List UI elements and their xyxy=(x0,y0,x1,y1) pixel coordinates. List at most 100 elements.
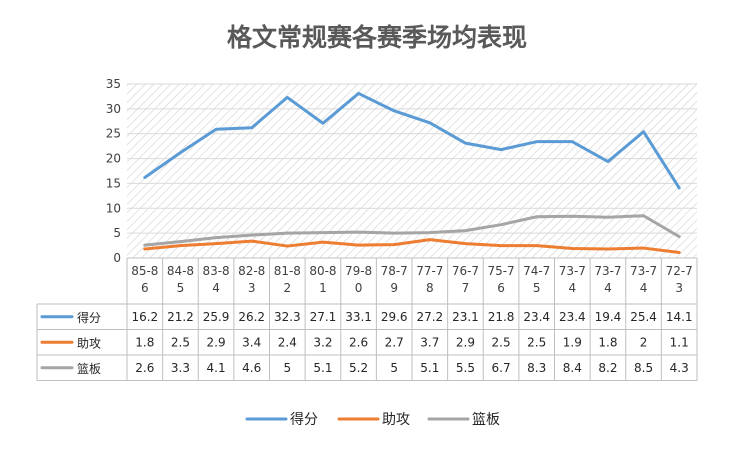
table-cell-value: 5.1 xyxy=(420,361,439,375)
table-cell-value: 27.2 xyxy=(416,310,443,324)
table-cell-value: 2.6 xyxy=(349,335,368,349)
table-cell-value: 2.5 xyxy=(527,335,546,349)
x-tick-label: 3 xyxy=(675,281,683,295)
table-cell-value: 29.6 xyxy=(381,310,408,324)
table-cell-value: 8.2 xyxy=(598,361,617,375)
series-line xyxy=(143,91,681,190)
x-tick-label: 5 xyxy=(177,281,185,295)
table-cell-value: 33.1 xyxy=(345,310,372,324)
x-tick-label: 83-8 xyxy=(202,264,229,278)
x-tick-label: 80-8 xyxy=(309,264,336,278)
x-tick-label: 3 xyxy=(248,281,256,295)
x-tick-label: 78-7 xyxy=(381,264,408,278)
x-tick-label: 9 xyxy=(390,281,398,295)
table-cell-value: 21.8 xyxy=(488,310,515,324)
x-tick-label: 73-7 xyxy=(630,264,657,278)
table-cell-value: 5 xyxy=(390,361,398,375)
table-cell-value: 2 xyxy=(640,335,648,349)
table-cell-value: 1.9 xyxy=(563,335,582,349)
plot-area xyxy=(127,84,697,258)
x-tick-label: 73-7 xyxy=(594,264,621,278)
table-series-label: 助攻 xyxy=(77,336,101,350)
x-tick-label: 84-8 xyxy=(167,264,194,278)
table-cell-value: 5.1 xyxy=(313,361,332,375)
y-tick-label: 25 xyxy=(106,127,121,141)
table-cell-value: 1.8 xyxy=(598,335,617,349)
table-cell-value: 1.1 xyxy=(670,335,689,349)
x-tick-label: 7 xyxy=(462,281,470,295)
table-cell-value: 2.4 xyxy=(278,335,297,349)
table-cell-value: 25.4 xyxy=(630,310,657,324)
table-cell-value: 3.7 xyxy=(420,335,439,349)
x-tick-label: 4 xyxy=(568,281,576,295)
table-cell-value: 2.7 xyxy=(385,335,404,349)
y-tick-label: 10 xyxy=(106,201,121,215)
legend-label: 助攻 xyxy=(382,412,410,428)
x-tick-label: 1 xyxy=(319,281,327,295)
table-cell-value: 8.4 xyxy=(563,361,582,375)
table-cell-value: 5.2 xyxy=(349,361,368,375)
x-tick-label: 79-8 xyxy=(345,264,372,278)
x-tick-label: 4 xyxy=(212,281,220,295)
x-tick-label: 0 xyxy=(355,281,363,295)
x-tick-label: 5 xyxy=(533,281,541,295)
table-cell-value: 6.7 xyxy=(492,361,511,375)
table-cell-value: 23.1 xyxy=(452,310,479,324)
table-cell-value: 16.2 xyxy=(131,310,158,324)
table-cell-value: 23.4 xyxy=(523,310,550,324)
table-cell-value: 5.5 xyxy=(456,361,475,375)
y-tick-label: 35 xyxy=(106,77,121,91)
table-cell-value: 2.6 xyxy=(135,361,154,375)
table-cell-value: 19.4 xyxy=(595,310,622,324)
table-cell-value: 14.1 xyxy=(666,310,693,324)
y-tick-label: 20 xyxy=(106,152,121,166)
table-cell-value: 26.2 xyxy=(238,310,265,324)
table-cell-value: 23.4 xyxy=(559,310,586,324)
x-tick-label: 75-7 xyxy=(487,264,514,278)
x-tick-label: 6 xyxy=(497,281,505,295)
table-cell-value: 2.9 xyxy=(456,335,475,349)
x-tick-label: 82-8 xyxy=(238,264,265,278)
table-cell-value: 3.2 xyxy=(313,335,332,349)
chart-title: 格文常规赛各赛季场均表现 xyxy=(227,23,527,52)
legend-label: 得分 xyxy=(290,411,318,428)
table-cell-value: 2.5 xyxy=(171,335,190,349)
table-cell-value: 3.3 xyxy=(171,361,190,375)
table-cell-value: 25.9 xyxy=(203,310,230,324)
y-tick-label: 0 xyxy=(113,251,121,265)
table-cell-value: 4.6 xyxy=(242,361,261,375)
x-tick-label: 8 xyxy=(426,281,434,295)
x-tick-label: 85-8 xyxy=(131,264,158,278)
table-cell-value: 8.5 xyxy=(634,361,653,375)
x-tick-label: 4 xyxy=(604,281,612,295)
y-tick-label: 5 xyxy=(113,226,121,240)
legend-label: 篮板 xyxy=(472,412,500,428)
series-line xyxy=(143,238,681,255)
x-tick-label: 72-7 xyxy=(666,264,693,278)
table-cell-value: 4.3 xyxy=(670,361,689,375)
table-cell-value: 3.4 xyxy=(242,335,261,349)
x-tick-label: 74-7 xyxy=(523,264,550,278)
x-tick-label: 81-8 xyxy=(274,264,301,278)
table-series-label: 得分 xyxy=(77,310,101,325)
table-cell-value: 2.5 xyxy=(492,335,511,349)
y-tick-label: 30 xyxy=(106,102,121,116)
series-line xyxy=(143,214,681,247)
table-series-label: 篮板 xyxy=(77,361,101,376)
x-tick-label: 4 xyxy=(640,281,648,295)
x-tick-label: 2 xyxy=(283,281,291,295)
table-cell-value: 5 xyxy=(283,361,291,375)
table-cell-value: 2.9 xyxy=(207,335,226,349)
x-tick-label: 76-7 xyxy=(452,264,479,278)
x-tick-label: 6 xyxy=(141,281,149,295)
table-cell-value: 1.8 xyxy=(135,335,154,349)
x-tick-label: 73-7 xyxy=(559,264,586,278)
table-cell-value: 8.3 xyxy=(527,361,546,375)
x-tick-label: 77-7 xyxy=(416,264,443,278)
table-cell-value: 4.1 xyxy=(207,361,226,375)
table-cell-value: 27.1 xyxy=(310,310,337,324)
table-cell-value: 32.3 xyxy=(274,310,301,324)
table-cell-value: 21.2 xyxy=(167,310,194,324)
y-tick-label: 15 xyxy=(106,176,121,190)
